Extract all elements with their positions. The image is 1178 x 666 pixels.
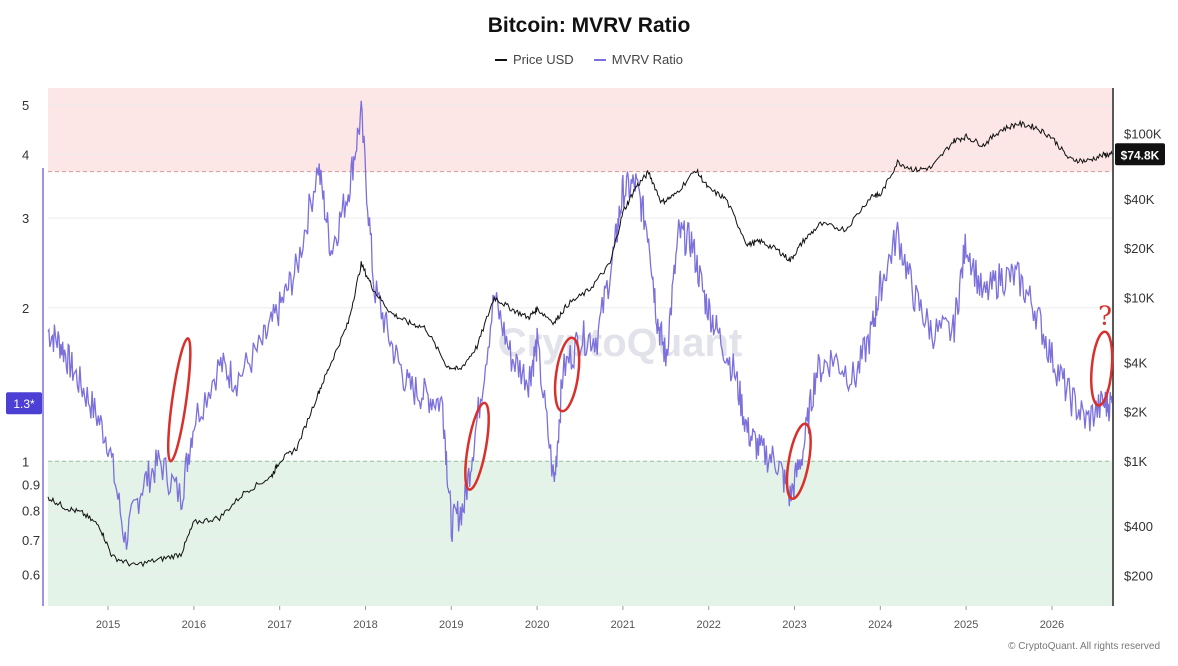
chart-title: Bitcoin: MVRV Ratio — [487, 14, 691, 37]
y-left-tick-label: 0.7 — [22, 533, 40, 548]
y-right-tick-label: $100K — [1124, 127, 1162, 142]
current-mvrv-badge — [6, 392, 42, 415]
x-tick-label: 2024 — [868, 619, 892, 631]
x-tick-label: 2026 — [1040, 619, 1064, 631]
copyright-notice: © CryptoQuant. All rights reserved — [1008, 641, 1160, 652]
x-tick-label: 2020 — [525, 619, 549, 631]
mvrv-series-line — [47, 100, 1113, 550]
y-right-tick-label: $10K — [1124, 290, 1155, 305]
current-price-label: $74.8K — [1121, 148, 1160, 162]
overvalued-zone — [48, 88, 1112, 172]
y-right-tick-label: $400 — [1124, 519, 1153, 534]
current-price-badge — [1115, 143, 1165, 166]
legend-label-mvrv: MVRV Ratio — [611, 52, 683, 67]
y-left-tick-label: 2 — [22, 301, 29, 316]
y-left-tick-label: 0.8 — [22, 504, 40, 519]
legend: Price USD MVRV Ratio — [0, 52, 1178, 67]
x-tick-label: 2018 — [353, 619, 377, 631]
legend-item-price[interactable]: Price USD — [495, 52, 574, 67]
y-right-tick-label: $40K — [1124, 192, 1155, 207]
current-mvrv-label: 1.3* — [13, 397, 35, 411]
y-left-tick-label: 5 — [22, 98, 29, 113]
highlight-ellipse — [464, 401, 490, 491]
undervalued-zone — [48, 461, 1112, 606]
y-right-tick-label: $4K — [1124, 355, 1147, 370]
legend-label-price: Price USD — [513, 52, 574, 67]
y-left-tick-label: 3 — [22, 211, 29, 226]
price-series-line — [47, 119, 1113, 568]
y-left-tick-label: 0.9 — [22, 478, 40, 493]
legend-swatch-mvrv — [593, 58, 606, 61]
y-left-tick-label: 4 — [22, 147, 29, 162]
question-mark-annotation: ? — [1098, 302, 1112, 332]
legend-swatch-price — [495, 58, 507, 61]
highlight-ellipse — [1089, 330, 1114, 407]
x-tick-label: 2022 — [696, 619, 720, 631]
x-tick-label: 2023 — [782, 619, 806, 631]
y-right-tick-label: $1K — [1124, 454, 1147, 469]
watermark: CryptoQuant — [498, 321, 742, 365]
x-tick-label: 2021 — [611, 619, 635, 631]
x-tick-label: 2025 — [954, 619, 978, 631]
y-right-tick-label: $20K — [1124, 241, 1155, 256]
x-tick-label: 2015 — [96, 619, 120, 631]
x-tick-label: 2019 — [439, 619, 463, 631]
y-right-tick-label: $200 — [1124, 568, 1153, 583]
highlight-ellipse — [553, 336, 581, 413]
y-left-tick-label: 0.6 — [22, 567, 40, 582]
highlight-ellipse — [166, 337, 192, 463]
y-right-tick-label: $2K — [1124, 405, 1147, 420]
legend-item-mvrv[interactable]: MVRV Ratio — [593, 52, 683, 67]
x-tick-label: 2016 — [182, 619, 206, 631]
highlight-ellipse — [785, 422, 812, 500]
y-left-tick-label: 1 — [22, 454, 29, 469]
x-tick-label: 2017 — [267, 619, 291, 631]
